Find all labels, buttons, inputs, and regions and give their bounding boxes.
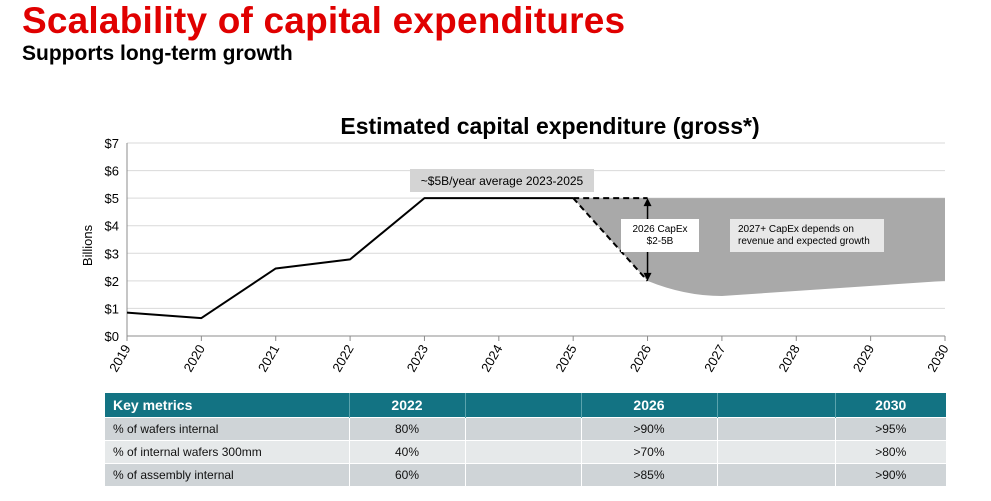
- table-cell: % of wafers internal: [105, 417, 350, 441]
- table-cell: >85%: [581, 463, 718, 486]
- annotation-2026-text: 2026 CapEx: [632, 224, 687, 235]
- arrow-head-down: [643, 272, 652, 281]
- table-cell: >95%: [835, 417, 946, 441]
- y-tick-label: $4: [105, 219, 119, 234]
- x-tick-label: 2022: [329, 342, 356, 375]
- x-tick-label: 2026: [627, 342, 654, 375]
- table-cell: % of assembly internal: [105, 463, 350, 486]
- table-cell: [465, 440, 582, 464]
- annotation-2026-text: $2-5B: [647, 236, 674, 247]
- y-tick-label: $5: [105, 191, 119, 206]
- annotation-box: [410, 169, 594, 192]
- table-header-cell: [465, 393, 582, 418]
- annotation-box: [730, 219, 884, 252]
- x-tick-label: 2028: [775, 342, 802, 375]
- key-metrics-table: Key metrics 2022 2026 2030 % of wafers i…: [105, 393, 946, 486]
- table-cell: 60%: [349, 463, 466, 486]
- annotation-avg-text: ~$5B/year average 2023-2025: [421, 174, 584, 188]
- table-header-cell: 2026: [581, 393, 718, 418]
- x-tick-label: 2024: [478, 342, 505, 375]
- table-header-cell: 2030: [835, 393, 946, 418]
- x-tick-label: 2023: [404, 342, 431, 375]
- x-tick-label: 2021: [255, 342, 282, 375]
- table-cell: [465, 463, 582, 486]
- table-header-cell: [717, 393, 836, 418]
- x-tick-label: 2030: [924, 342, 951, 375]
- x-tick-label: 2027: [701, 342, 728, 375]
- table-cell: 40%: [349, 440, 466, 464]
- table-cell: >90%: [581, 417, 718, 441]
- capex-chart: Estimated capital expenditure (gross*) $0…: [80, 113, 952, 375]
- table-header-row: Key metrics 2022 2026 2030: [105, 393, 946, 418]
- y-tick-label: $6: [105, 164, 119, 179]
- table-cell: 80%: [349, 417, 466, 441]
- page-subtitle: Supports long-term growth: [22, 42, 293, 65]
- y-tick-label: $1: [105, 301, 119, 316]
- table-cell: >70%: [581, 440, 718, 464]
- table-cell: [717, 440, 836, 464]
- x-tick-label: 2025: [552, 342, 579, 375]
- table-row: % of assembly internal 60% >85% >90%: [105, 463, 946, 486]
- y-tick-label: $7: [105, 136, 119, 151]
- table-row: % of wafers internal 80% >90% >95%: [105, 417, 946, 441]
- capex-line: [126, 197, 574, 320]
- table-cell: [465, 417, 582, 441]
- annotation-2027-text: revenue and expected growth: [738, 236, 870, 247]
- chart-title: Estimated capital expenditure (gross*): [340, 113, 759, 139]
- annotation-2027-text: 2027+ CapEx depends on: [738, 224, 854, 235]
- table-cell: [717, 417, 836, 441]
- y-tick-label: $2: [105, 274, 119, 289]
- table-cell: % of internal wafers 300mm: [105, 440, 350, 464]
- y-tick-label: $3: [105, 246, 119, 261]
- annotation-box: [621, 219, 699, 252]
- table-cell: [717, 463, 836, 486]
- table-header-cell: 2022: [349, 393, 466, 418]
- x-tick-label: 2029: [850, 342, 877, 375]
- y-axis-label: Billions: [80, 224, 95, 266]
- x-tick-label: 2020: [181, 342, 208, 375]
- x-tick-label: 2019: [106, 342, 133, 375]
- table-cell: >90%: [835, 463, 946, 486]
- table-row: % of internal wafers 300mm 40% >70% >80%: [105, 440, 946, 464]
- table-cell: >80%: [835, 440, 946, 464]
- table-header-cell: Key metrics: [105, 393, 350, 418]
- y-tick-label: $0: [105, 329, 119, 344]
- lower-dashed-line: [572, 197, 649, 282]
- page-title: Scalability of capital expenditures: [22, 0, 626, 41]
- arrow-head-up: [643, 198, 652, 207]
